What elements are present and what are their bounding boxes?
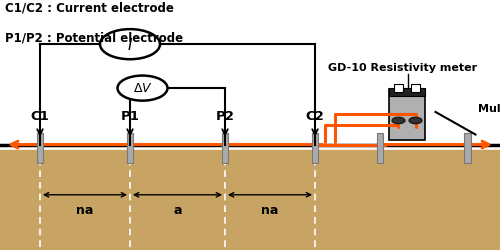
Circle shape	[100, 30, 160, 60]
Text: a: a	[174, 204, 182, 216]
Text: P1: P1	[120, 110, 140, 122]
Text: $I$: $I$	[127, 37, 133, 53]
Bar	[464, 133, 471, 163]
Text: C1/C2 : Current electrode: C1/C2 : Current electrode	[5, 1, 174, 14]
Text: C1: C1	[30, 110, 50, 122]
Text: P2: P2	[216, 110, 234, 122]
Bar	[127, 133, 133, 163]
Bar	[0, 150, 500, 250]
Bar	[394, 85, 403, 92]
Circle shape	[392, 118, 405, 124]
Bar	[390, 90, 426, 140]
Bar	[312, 133, 318, 163]
Text: GD-10 Resistivity meter: GD-10 Resistivity meter	[328, 62, 477, 72]
Text: na: na	[262, 204, 278, 216]
Text: C2: C2	[306, 110, 324, 122]
Bar	[377, 133, 384, 163]
Bar	[37, 133, 44, 163]
Text: na: na	[76, 204, 94, 216]
Bar	[222, 133, 228, 163]
Text: P1/P2 : Potential electrode: P1/P2 : Potential electrode	[5, 31, 183, 44]
Circle shape	[118, 76, 168, 101]
Bar	[390, 89, 426, 96]
Text: $\Delta V$: $\Delta V$	[132, 82, 152, 94]
Circle shape	[409, 118, 422, 124]
Text: Multicore Cable: Multicore Cable	[478, 104, 500, 114]
Bar	[411, 85, 420, 92]
